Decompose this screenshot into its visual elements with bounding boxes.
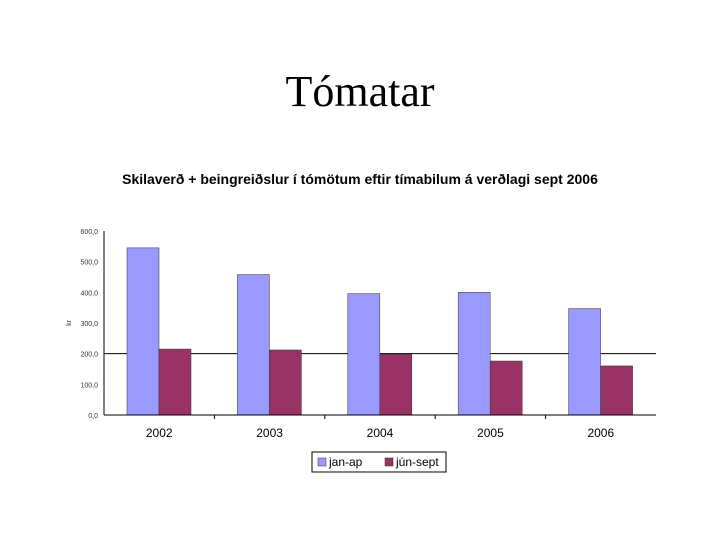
y-axis-label: kr bbox=[66, 319, 73, 326]
legend-label-jun-sept: jún-sept bbox=[395, 455, 439, 469]
bar-jun-sept bbox=[379, 354, 413, 416]
y-tick-label: 100,0 bbox=[80, 382, 98, 389]
x-tick-label: 2004 bbox=[367, 426, 394, 440]
x-tick-label: 2002 bbox=[146, 426, 173, 440]
legend-label-jan-ap: jan-ap bbox=[328, 455, 363, 469]
x-tick-label: 2003 bbox=[256, 426, 283, 440]
bar-jan-ap bbox=[347, 293, 381, 416]
legend-swatch-jun-sept bbox=[384, 457, 394, 467]
y-tick-label: 600,0 bbox=[80, 229, 98, 236]
x-tick-label: 2005 bbox=[477, 426, 504, 440]
bar-jan-ap bbox=[568, 308, 601, 416]
bar-jun-sept bbox=[158, 348, 192, 416]
y-tick-label: 500,0 bbox=[80, 260, 98, 267]
legend-swatch-jan-ap bbox=[317, 457, 327, 467]
y-tick-label: 300,0 bbox=[80, 321, 98, 328]
bar-jan-ap bbox=[237, 274, 270, 416]
bar-jun-sept bbox=[489, 360, 523, 416]
x-tick-label: 2006 bbox=[587, 426, 614, 440]
bar-jun-sept bbox=[600, 365, 633, 416]
y-tick-label: 400,0 bbox=[80, 290, 98, 297]
y-tick-label: 200,0 bbox=[80, 352, 98, 359]
legend-box bbox=[311, 451, 447, 473]
bar-jan-ap bbox=[126, 247, 160, 416]
bar-jun-sept bbox=[269, 349, 302, 416]
slide-title: Tómatar bbox=[285, 67, 435, 116]
bar-jan-ap bbox=[457, 292, 491, 416]
y-tick-label: 0,0 bbox=[88, 413, 98, 420]
chart-title: Skilaverð + beingreiðslur í tómötum efti… bbox=[122, 171, 598, 187]
